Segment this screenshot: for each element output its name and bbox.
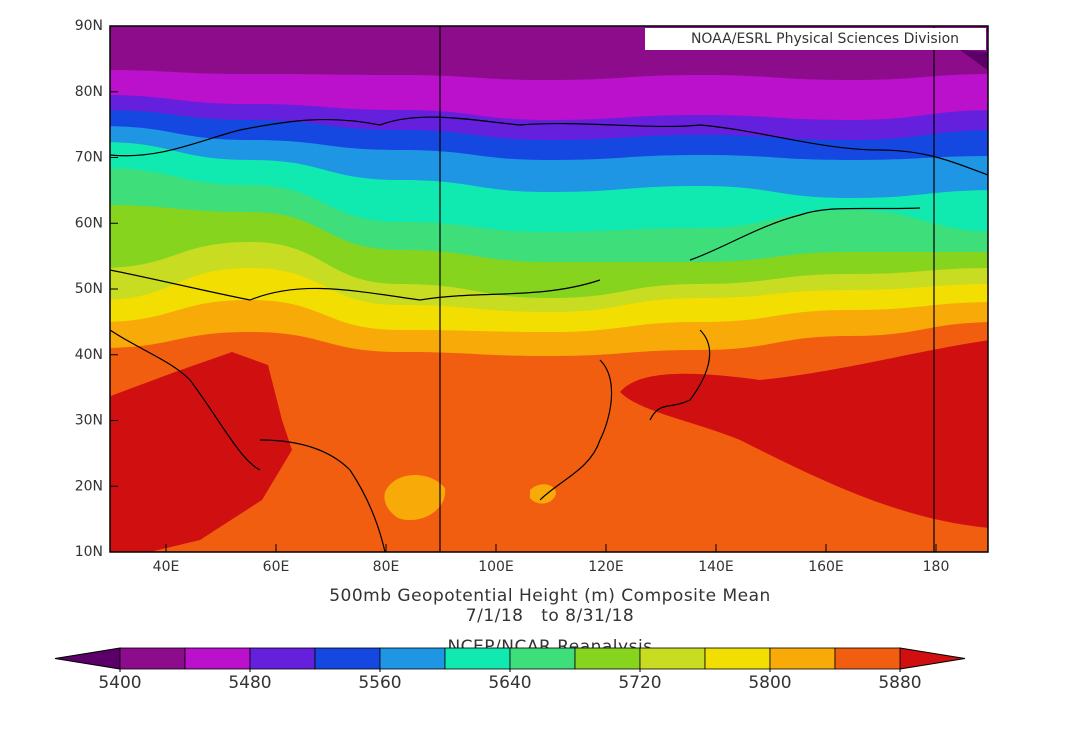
contour-band	[620, 340, 988, 528]
colorbar-box	[119, 647, 186, 670]
colorbar-high	[899, 647, 966, 670]
coastline	[110, 269, 601, 301]
colorbar-box	[314, 647, 381, 670]
contour-band	[960, 50, 988, 71]
lon-label: 80E	[373, 559, 400, 575]
lat-label: 80N	[75, 84, 103, 100]
lat-label: 10N	[75, 544, 103, 560]
colorbar-box	[769, 647, 836, 670]
credit-box	[645, 28, 986, 50]
coastline	[689, 207, 921, 261]
colorbar-box	[379, 647, 446, 670]
colorbar-label: 5800	[748, 673, 791, 693]
lon-label: 160E	[808, 559, 844, 575]
lon-label: 40E	[153, 559, 180, 575]
title: 500mb Geopotential Height (m) Composite …	[329, 586, 771, 606]
lon-label: 120E	[588, 559, 624, 575]
lat-label: 20N	[75, 478, 103, 494]
colorbar-box	[574, 647, 641, 670]
colorbar-label: 5480	[228, 673, 271, 693]
map	[110, 26, 988, 552]
colorbar-label: 5560	[358, 673, 401, 693]
colorbar-box	[249, 647, 316, 670]
coastline	[259, 439, 386, 552]
contour-band	[384, 474, 446, 521]
lat-label: 70N	[75, 150, 103, 166]
colorbar-box	[704, 647, 771, 670]
colorbar-label: 5400	[98, 673, 141, 693]
lat-label: 60N	[75, 215, 103, 231]
colorbar-box	[184, 647, 251, 670]
subtitle: 7/1/18 to 8/31/18	[466, 606, 634, 626]
lon-label: 140E	[698, 559, 734, 575]
lon-label: 100E	[478, 559, 514, 575]
lon-label: 180	[923, 559, 950, 575]
colorbar-box	[509, 647, 576, 670]
lat-label: 50N	[75, 281, 103, 297]
colorbar-box	[639, 647, 706, 670]
lat-label: 40N	[75, 347, 103, 363]
colorbar-label: 5640	[488, 673, 531, 693]
contour-band	[530, 484, 556, 504]
coastline	[649, 329, 711, 421]
colorbar-box	[834, 647, 901, 670]
colorbar-box	[444, 647, 511, 670]
contour-band	[110, 352, 292, 552]
coastline	[110, 329, 261, 471]
lon-label: 60E	[263, 559, 290, 575]
colorbar-low	[54, 647, 121, 670]
coastline	[110, 116, 988, 176]
lat-label: 90N	[75, 18, 103, 34]
lat-label: 30N	[75, 413, 103, 429]
colorbar: 5400 5480 5560 5640 5720 5800 5880	[54, 647, 966, 693]
colorbar-label: 5880	[878, 673, 921, 693]
coastline	[539, 359, 613, 501]
colorbar-label: 5720	[618, 673, 661, 693]
credit: NOAA/ESRL Physical Sciences Division	[691, 31, 959, 47]
